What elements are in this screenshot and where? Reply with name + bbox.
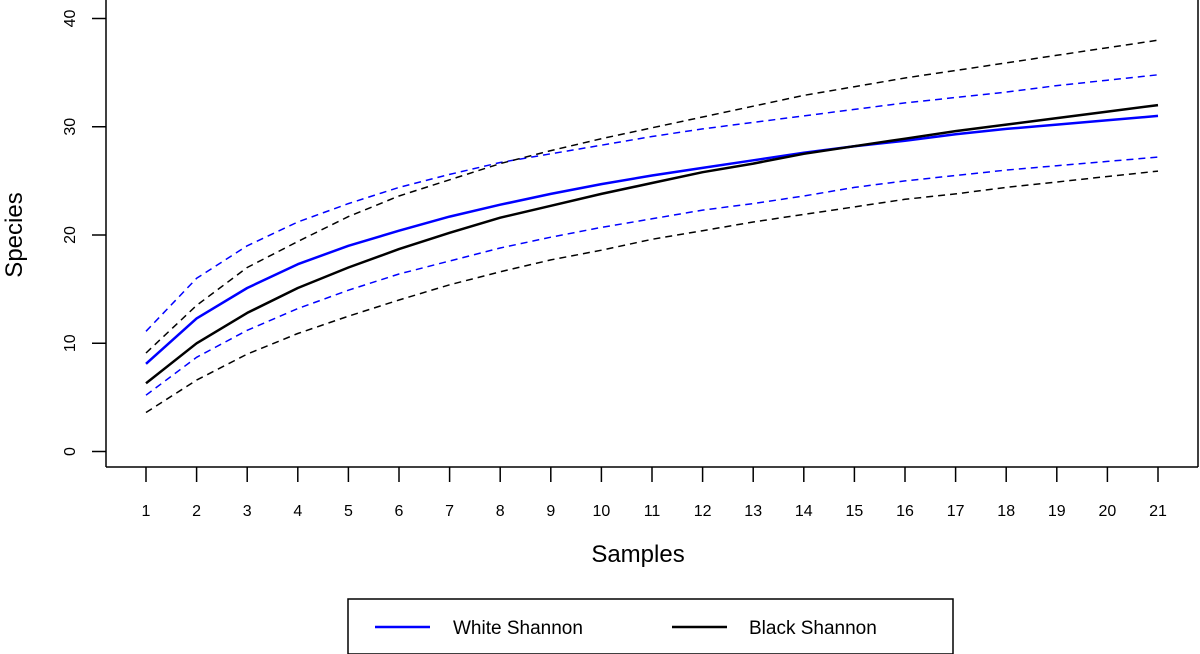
y-axis: 0 10 20 30 40: [62, 10, 106, 456]
x-tick-label: 13: [744, 503, 762, 520]
x-tick-label: 4: [293, 503, 302, 520]
x-tick-label: 12: [694, 503, 712, 520]
x-tick-label: 9: [546, 503, 555, 520]
x-axis-title: Samples: [591, 541, 684, 568]
x-tick-label: 7: [445, 503, 454, 520]
x-tick-label: 17: [947, 503, 965, 520]
x-tick-label: 2: [192, 503, 201, 520]
x-tick-label: 8: [496, 503, 505, 520]
x-tick-label: 10: [593, 503, 611, 520]
legend-label-white-shannon: White Shannon: [453, 618, 583, 639]
series-line-0: [145, 114, 1159, 365]
y-tick-label: 10: [62, 334, 79, 352]
x-tick-label: 16: [896, 503, 914, 520]
y-tick-label: 30: [62, 118, 79, 136]
x-tick-label: 6: [395, 503, 404, 520]
legend-box: [347, 598, 954, 654]
x-tick-label: 18: [997, 503, 1015, 520]
x-axis: 1 2 3 4 5 6 7 8 9 10 11 12 13 14 15 16 17 18 19 20 21: [142, 467, 1167, 520]
legend-label-black-shannon: Black Shannon: [749, 618, 877, 639]
x-tick-label: 5: [344, 503, 353, 520]
x-tick-label: 21: [1149, 503, 1167, 520]
x-tick-label: 11: [644, 503, 661, 520]
x-tick-label: 15: [846, 503, 864, 520]
confidence-band-line-1: [145, 74, 1159, 332]
y-axis-title: Species: [1, 192, 28, 277]
y-tick-label: 20: [62, 226, 79, 244]
series-line-3: [145, 103, 1159, 385]
y-tick-label: 0: [62, 447, 79, 456]
x-tick-label: 3: [243, 503, 252, 520]
confidence-band-line-4: [145, 39, 1159, 354]
confidence-band-line-2: [145, 156, 1159, 396]
confidence-band-line-5: [145, 170, 1159, 414]
x-tick-label: 20: [1099, 503, 1117, 520]
series-layer: [145, 39, 1159, 414]
y-tick-label: 40: [62, 10, 79, 28]
x-tick-label: 19: [1048, 503, 1066, 520]
x-tick-label: 14: [795, 503, 813, 520]
legend: White Shannon Black Shannon: [347, 598, 954, 654]
x-tick-label: 1: [142, 503, 151, 520]
plot-frame: [105, 0, 1199, 468]
